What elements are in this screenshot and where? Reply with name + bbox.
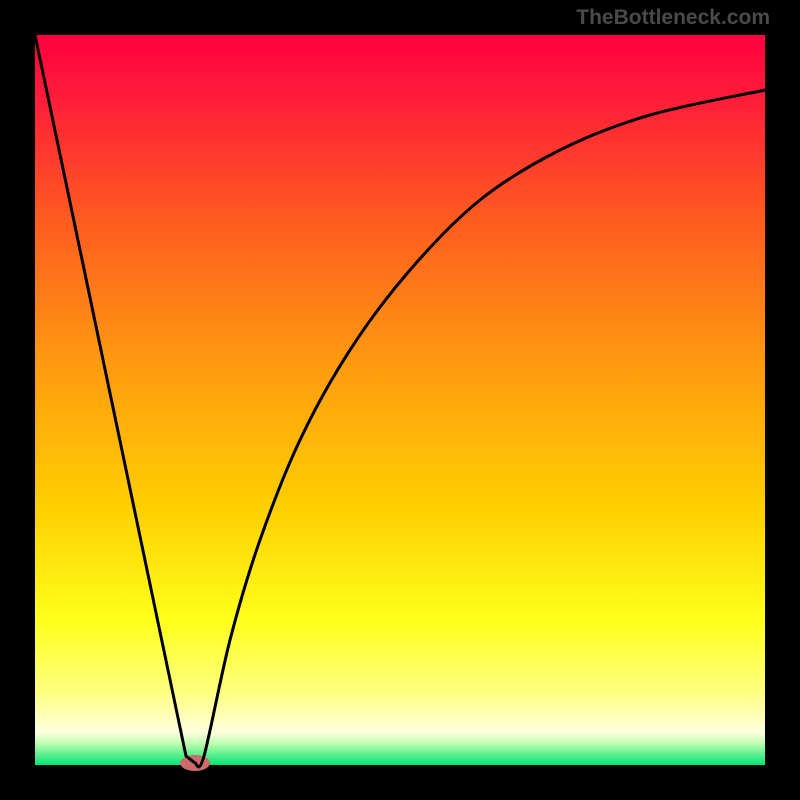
bottleneck-curve xyxy=(35,35,765,767)
curve-layer xyxy=(0,0,800,800)
watermark-text: TheBottleneck.com xyxy=(576,6,770,30)
chart-container: TheBottleneck.com xyxy=(0,0,800,800)
